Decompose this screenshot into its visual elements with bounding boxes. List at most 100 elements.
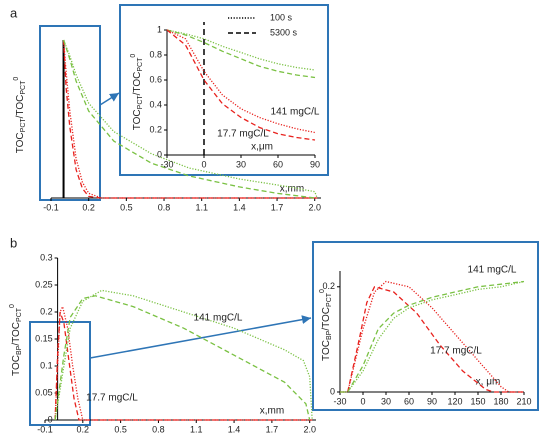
y-tick-label: 0 <box>48 414 53 424</box>
y-tick-label: 0.1 <box>40 360 53 370</box>
y-label-part: /TOC <box>11 322 22 346</box>
y-label-part: PCT <box>326 292 333 307</box>
y-label-part: TOC <box>11 355 22 376</box>
x-tick-label: 120 <box>447 396 462 406</box>
line-series <box>340 286 524 393</box>
x-tick-label: -0.1 <box>43 202 59 212</box>
x-tick-label: -30 <box>333 396 346 406</box>
legend-label: 5300 s <box>270 27 298 37</box>
y-tick-label: 0.8 <box>149 49 162 59</box>
x-axis-label: x,mm <box>280 184 304 195</box>
y-tick-label: 0.2 <box>149 124 162 134</box>
y-label-part: 0 <box>13 77 20 81</box>
annotation: 141 mgC/L <box>194 313 243 324</box>
y-label-part: /TOC <box>15 95 26 119</box>
x-tick-label: 0.2 <box>77 424 90 434</box>
y-label-part: BP <box>16 345 23 355</box>
x-tick-label: 1.4 <box>228 424 241 434</box>
line-series <box>62 39 315 199</box>
line-series <box>340 280 525 393</box>
y-label-part: /TOC <box>132 72 143 96</box>
line-series <box>54 295 311 421</box>
y-axis-label: TOCBP/TOCPCT0 <box>9 304 23 376</box>
zoom-arrow <box>89 315 312 359</box>
legend-label: 100 s <box>270 12 293 22</box>
y-label-part: 0 <box>130 54 137 58</box>
y-tick-label: 0 <box>157 149 162 159</box>
y-label-part: PCT <box>137 95 144 110</box>
x-tick-label: 0 <box>360 396 365 406</box>
y-tick-label: 0.6 <box>149 74 162 84</box>
y-label-part: 0 <box>9 304 16 308</box>
x-tick-label: 60 <box>273 159 283 169</box>
y-tick-label: 0.2 <box>322 281 335 291</box>
y-tick-label: 0.05 <box>35 387 53 397</box>
y-axis-label: TOCPCT/TOCPCT0 <box>130 54 144 131</box>
line-series <box>166 29 316 71</box>
x-tick-label: 60 <box>404 396 414 406</box>
x-tick-label: 0 <box>201 159 206 169</box>
inset-frame <box>119 4 329 176</box>
y-tick-label: 0 <box>330 386 335 396</box>
x-tick-label: 1.7 <box>271 202 284 212</box>
y-label-part: /TOC <box>321 307 332 331</box>
y-label-part: TOC <box>321 340 332 361</box>
x-tick-label: 1.1 <box>195 202 208 212</box>
y-label-part: BP <box>326 330 333 340</box>
y-tick-label: 0.15 <box>35 333 53 343</box>
x-tick-label: -0.1 <box>37 424 53 434</box>
annotation: 141 mgC/L <box>468 265 517 276</box>
annotation: 17.7 mgC/L <box>86 393 138 404</box>
line-series <box>54 289 313 421</box>
y-label-part: PCT <box>20 118 27 133</box>
x-tick-label: 0.8 <box>152 424 165 434</box>
x-tick-label: 90 <box>310 159 320 169</box>
y-tick-label: 0.25 <box>35 279 53 289</box>
x-axis-label: x,μm <box>251 142 273 153</box>
x-tick-label: 1.7 <box>266 424 279 434</box>
panel-label: a <box>10 5 18 20</box>
x-tick-label: 0.2 <box>82 202 95 212</box>
x-tick-label: 90 <box>427 396 437 406</box>
x-tick-label: 0.8 <box>158 202 171 212</box>
x-axis-label: x,mm <box>260 406 284 417</box>
line-series <box>166 29 316 79</box>
y-label-part: PCT <box>137 57 144 72</box>
y-axis-label: TOCBP/TOCPCT0 <box>319 289 333 361</box>
x-tick-label: 2.0 <box>303 424 316 434</box>
line-series <box>166 29 316 141</box>
annotation: 17.7 mgC/L <box>217 129 269 140</box>
y-tick-label: 0.2 <box>40 306 53 316</box>
x-tick-label: 2.0 <box>308 202 321 212</box>
x-tick-label: 30 <box>381 396 391 406</box>
annotation: 17.7 mgC/L <box>430 346 482 357</box>
x-tick-label: 1.1 <box>190 424 203 434</box>
line-series <box>54 311 313 421</box>
y-tick-label: 0.3 <box>40 252 53 262</box>
y-label-part: TOC <box>132 109 143 130</box>
x-tick-label: 150 <box>470 396 485 406</box>
y-label-part: PCT <box>16 307 23 322</box>
x-tick-label: 180 <box>493 396 508 406</box>
zoom-box <box>39 25 101 201</box>
y-label-part: TOC <box>15 132 26 153</box>
zoom-arrow <box>99 92 120 106</box>
x-tick-label: 0.5 <box>114 424 127 434</box>
y-label-part: PCT <box>20 80 27 95</box>
line-series <box>62 39 318 199</box>
x-tick-label: -30 <box>160 159 173 169</box>
x-axis-label: x, μm <box>476 377 501 388</box>
y-tick-label: 1 <box>157 24 162 34</box>
line-series <box>340 280 524 393</box>
y-label-part: 0 <box>319 289 326 293</box>
annotation: 141 mgC/L <box>271 107 320 118</box>
panel-label: b <box>10 235 17 250</box>
x-tick-label: 0.5 <box>120 202 133 212</box>
x-tick-label: 1.4 <box>233 202 246 212</box>
line-series <box>62 39 318 199</box>
y-tick-label: 0.4 <box>149 99 162 109</box>
y-axis-label: TOCPCT/TOCPCT0 <box>13 77 27 154</box>
x-tick-label: 210 <box>516 396 531 406</box>
x-tick-label: 30 <box>236 159 246 169</box>
